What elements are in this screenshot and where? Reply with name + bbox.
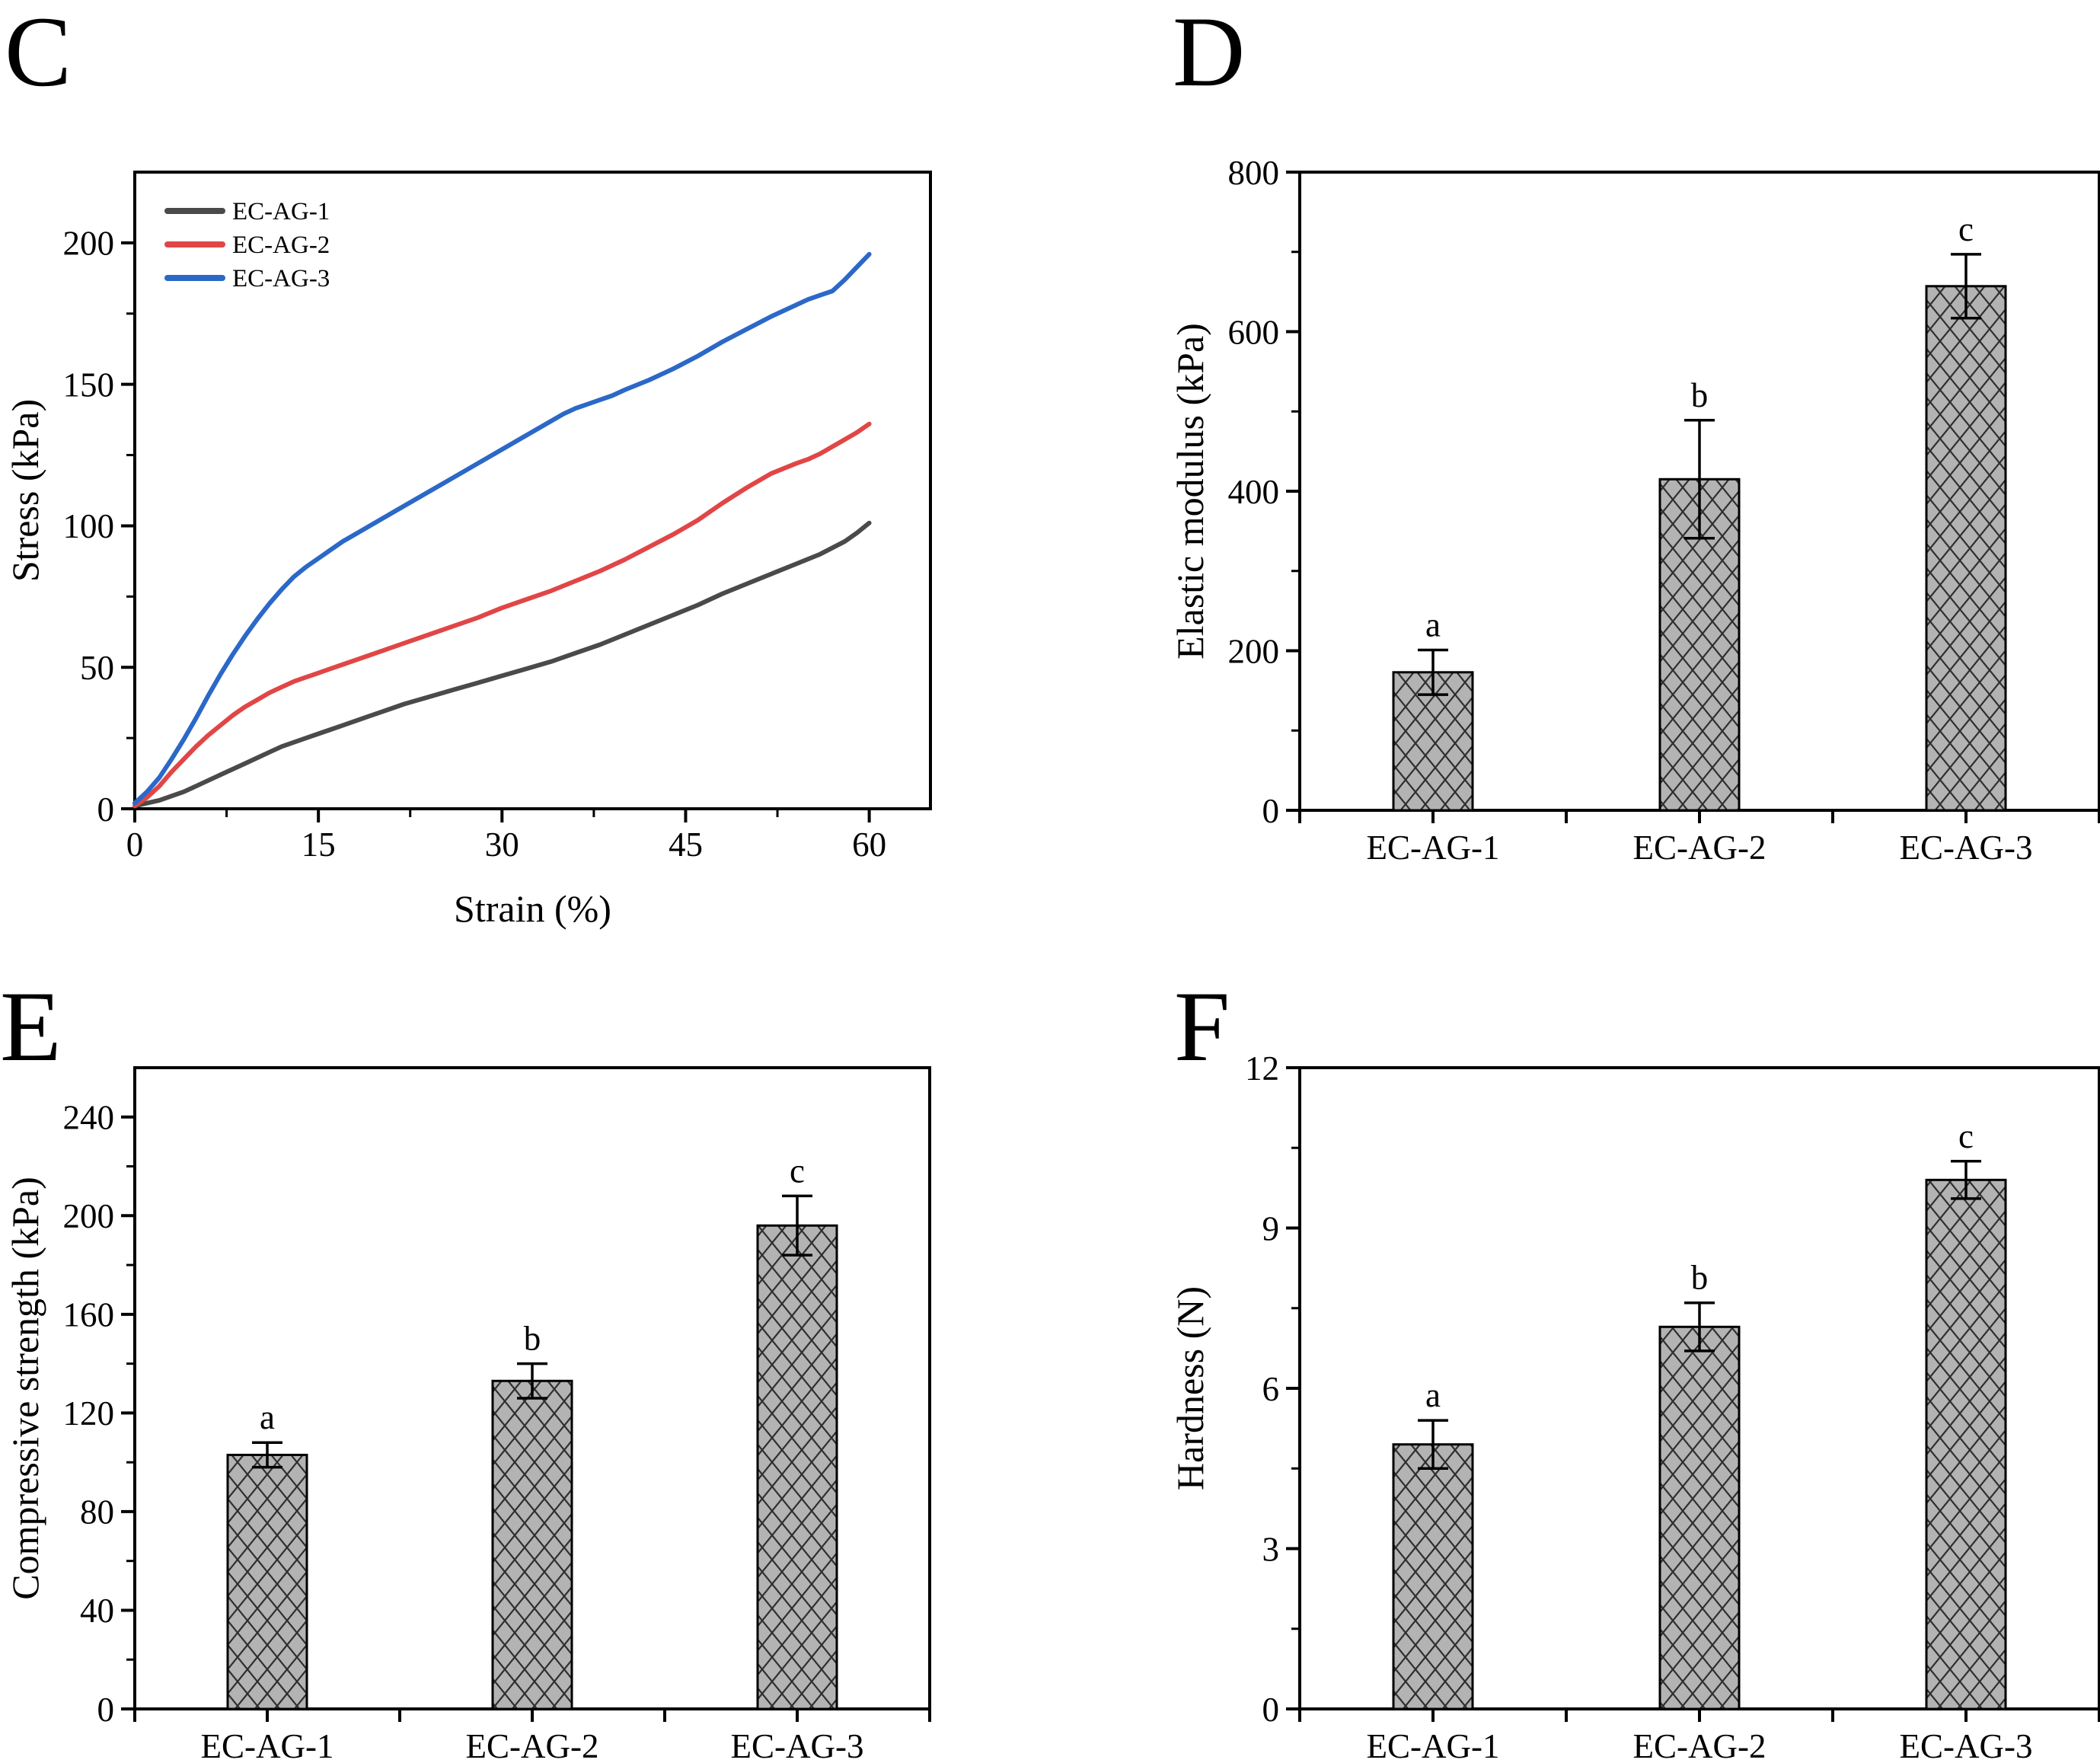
sig-label: a bbox=[1425, 1376, 1441, 1414]
category-label: EC-AG-3 bbox=[731, 1727, 864, 1763]
hardness-chart: 0 3 6 9 12 Hardness (N) EC-AG-1 EC-AG-2 EC-AG-3 a… bbox=[1169, 1049, 2100, 1763]
y-axis: 0 50 100 150 200 bbox=[63, 225, 135, 829]
error-bars: a b c bbox=[1418, 210, 1981, 696]
bar-EC-AG-3 bbox=[756, 1224, 838, 1710]
y-tick-label: 0 bbox=[97, 790, 115, 829]
y-axis: 0 3 6 9 12 bbox=[1245, 1049, 1300, 1729]
x-tick-label: 15 bbox=[302, 826, 336, 864]
plot-border bbox=[133, 171, 932, 810]
sig-label: c bbox=[790, 1151, 805, 1190]
bar-EC-AG-1 bbox=[1392, 1443, 1474, 1710]
sig-label: a bbox=[260, 1398, 275, 1436]
x-tick-label: 0 bbox=[126, 826, 144, 864]
y-tick-label: 50 bbox=[80, 649, 114, 687]
y-tick-label: 200 bbox=[63, 1197, 115, 1235]
bar-EC-AG-2 bbox=[1658, 1325, 1741, 1710]
bars bbox=[1392, 285, 2007, 812]
category-label: EC-AG-1 bbox=[1367, 829, 1500, 867]
y-tick-label: 200 bbox=[1228, 632, 1280, 670]
stress-strain-chart: 0 50 100 150 200 Stress (kPa) 0 15 30 45 60 Strain … bbox=[4, 171, 932, 930]
y-axis-title: Stress (kPa) bbox=[4, 399, 46, 582]
y-tick-label: 0 bbox=[1262, 1691, 1280, 1729]
bar-EC-AG-1 bbox=[226, 1453, 308, 1710]
y-axis-title: Hardness (N) bbox=[1169, 1286, 1211, 1490]
category-label: EC-AG-1 bbox=[1367, 1727, 1500, 1763]
x-axis-title: Strain (%) bbox=[454, 887, 611, 930]
sig-label: c bbox=[1958, 1117, 1974, 1155]
x-tick-label: 45 bbox=[669, 826, 703, 864]
y-axis-title: Compressive strength (kPa) bbox=[4, 1177, 46, 1599]
x-axis: EC-AG-1 EC-AG-2 EC-AG-3 bbox=[1298, 1709, 2100, 1763]
panel-c-stress-strain: 0 50 100 150 200 Stress (kPa) 0 15 30 45 60 Strain … bbox=[0, 0, 1050, 952]
error-bars: a b c bbox=[1418, 1117, 1981, 1470]
y-tick-label: 0 bbox=[1262, 792, 1280, 830]
y-axis-title: Elastic modulus (kPa) bbox=[1169, 323, 1211, 660]
y-tick-label: 80 bbox=[80, 1493, 114, 1531]
y-tick-label: 12 bbox=[1245, 1049, 1279, 1088]
series-line-EC-AG-2 bbox=[132, 421, 872, 809]
bar-EC-AG-3 bbox=[1925, 285, 2007, 812]
sig-label: b bbox=[1691, 376, 1709, 414]
error-bars: a b c bbox=[252, 1151, 812, 1469]
x-axis: EC-AG-1 EC-AG-2 EC-AG-3 bbox=[133, 1709, 931, 1763]
panel-letter-d: D bbox=[1173, 0, 1246, 107]
x-axis: EC-AG-1 EC-AG-2 EC-AG-3 bbox=[1298, 810, 2100, 867]
legend: EC-AG-1 EC-AG-2 EC-AG-3 bbox=[164, 198, 330, 292]
y-tick-label: 0 bbox=[97, 1691, 115, 1729]
elastic-modulus-chart: 0 200 400 600 800 Elastic modulus (kPa) EC-AG-… bbox=[1169, 154, 2100, 867]
y-tick-label: 240 bbox=[63, 1099, 115, 1137]
y-tick-label: 120 bbox=[63, 1394, 115, 1432]
panel-letter-f: F bbox=[1174, 970, 1230, 1082]
y-tick-label: 150 bbox=[63, 366, 115, 404]
y-tick-label: 600 bbox=[1228, 313, 1280, 351]
category-label: EC-AG-2 bbox=[1633, 1727, 1766, 1763]
y-tick-label: 9 bbox=[1262, 1209, 1280, 1247]
sig-label: a bbox=[1425, 605, 1441, 644]
x-axis: 0 15 30 45 60 bbox=[126, 809, 886, 864]
x-tick-label: 30 bbox=[485, 826, 519, 864]
category-label: EC-AG-2 bbox=[466, 1727, 599, 1763]
series-line-EC-AG-1 bbox=[132, 520, 872, 809]
x-tick-label: 60 bbox=[852, 826, 886, 864]
sig-label: b bbox=[524, 1320, 541, 1358]
sig-label: b bbox=[1691, 1259, 1709, 1297]
panel-f-hardness: 0 3 6 9 12 Hardness (N) EC-AG-1 EC-AG-2 EC-AG-3 a… bbox=[1050, 952, 2100, 1763]
category-label: EC-AG-3 bbox=[1900, 1727, 2033, 1763]
bars bbox=[226, 1224, 838, 1710]
bars bbox=[1392, 1178, 2007, 1710]
legend-item-EC-AG-1: EC-AG-1 bbox=[164, 198, 330, 225]
y-axis: 0 200 400 600 800 bbox=[1228, 154, 1300, 830]
bar-EC-AG-2 bbox=[491, 1379, 573, 1710]
y-tick-label: 800 bbox=[1228, 154, 1280, 192]
category-label: EC-AG-3 bbox=[1900, 829, 2033, 867]
panel-letter-c: C bbox=[5, 0, 72, 107]
y-tick-label: 3 bbox=[1262, 1530, 1280, 1568]
category-label: EC-AG-1 bbox=[201, 1727, 334, 1763]
panel-letter-e: E bbox=[0, 970, 62, 1082]
y-tick-label: 40 bbox=[80, 1592, 114, 1630]
y-tick-label: 100 bbox=[63, 507, 115, 545]
panel-d-elastic-modulus: 0 200 400 600 800 Elastic modulus (kPa) EC-AG-… bbox=[1050, 0, 2100, 952]
y-tick-label: 200 bbox=[63, 225, 115, 263]
legend-label: EC-AG-1 bbox=[232, 198, 330, 225]
legend-label: EC-AG-2 bbox=[232, 232, 330, 259]
category-label: EC-AG-2 bbox=[1633, 829, 1766, 867]
panel-e-compressive-strength: 0 40 80 120 160 200 240 Compressive strength (k… bbox=[0, 952, 1050, 1763]
legend-item-EC-AG-2: EC-AG-2 bbox=[164, 232, 330, 259]
y-axis: 0 40 80 120 160 200 240 bbox=[63, 1099, 135, 1729]
legend-item-EC-AG-3: EC-AG-3 bbox=[164, 265, 330, 292]
y-tick-label: 160 bbox=[63, 1296, 115, 1334]
legend-label: EC-AG-3 bbox=[232, 265, 330, 292]
y-tick-label: 400 bbox=[1228, 473, 1280, 511]
compressive-strength-chart: 0 40 80 120 160 200 240 Compressive strength (k… bbox=[4, 1066, 931, 1763]
bar-EC-AG-3 bbox=[1925, 1178, 2007, 1710]
series-line-EC-AG-3 bbox=[132, 251, 872, 806]
y-tick-label: 6 bbox=[1262, 1370, 1280, 1408]
sig-label: c bbox=[1958, 210, 1974, 248]
